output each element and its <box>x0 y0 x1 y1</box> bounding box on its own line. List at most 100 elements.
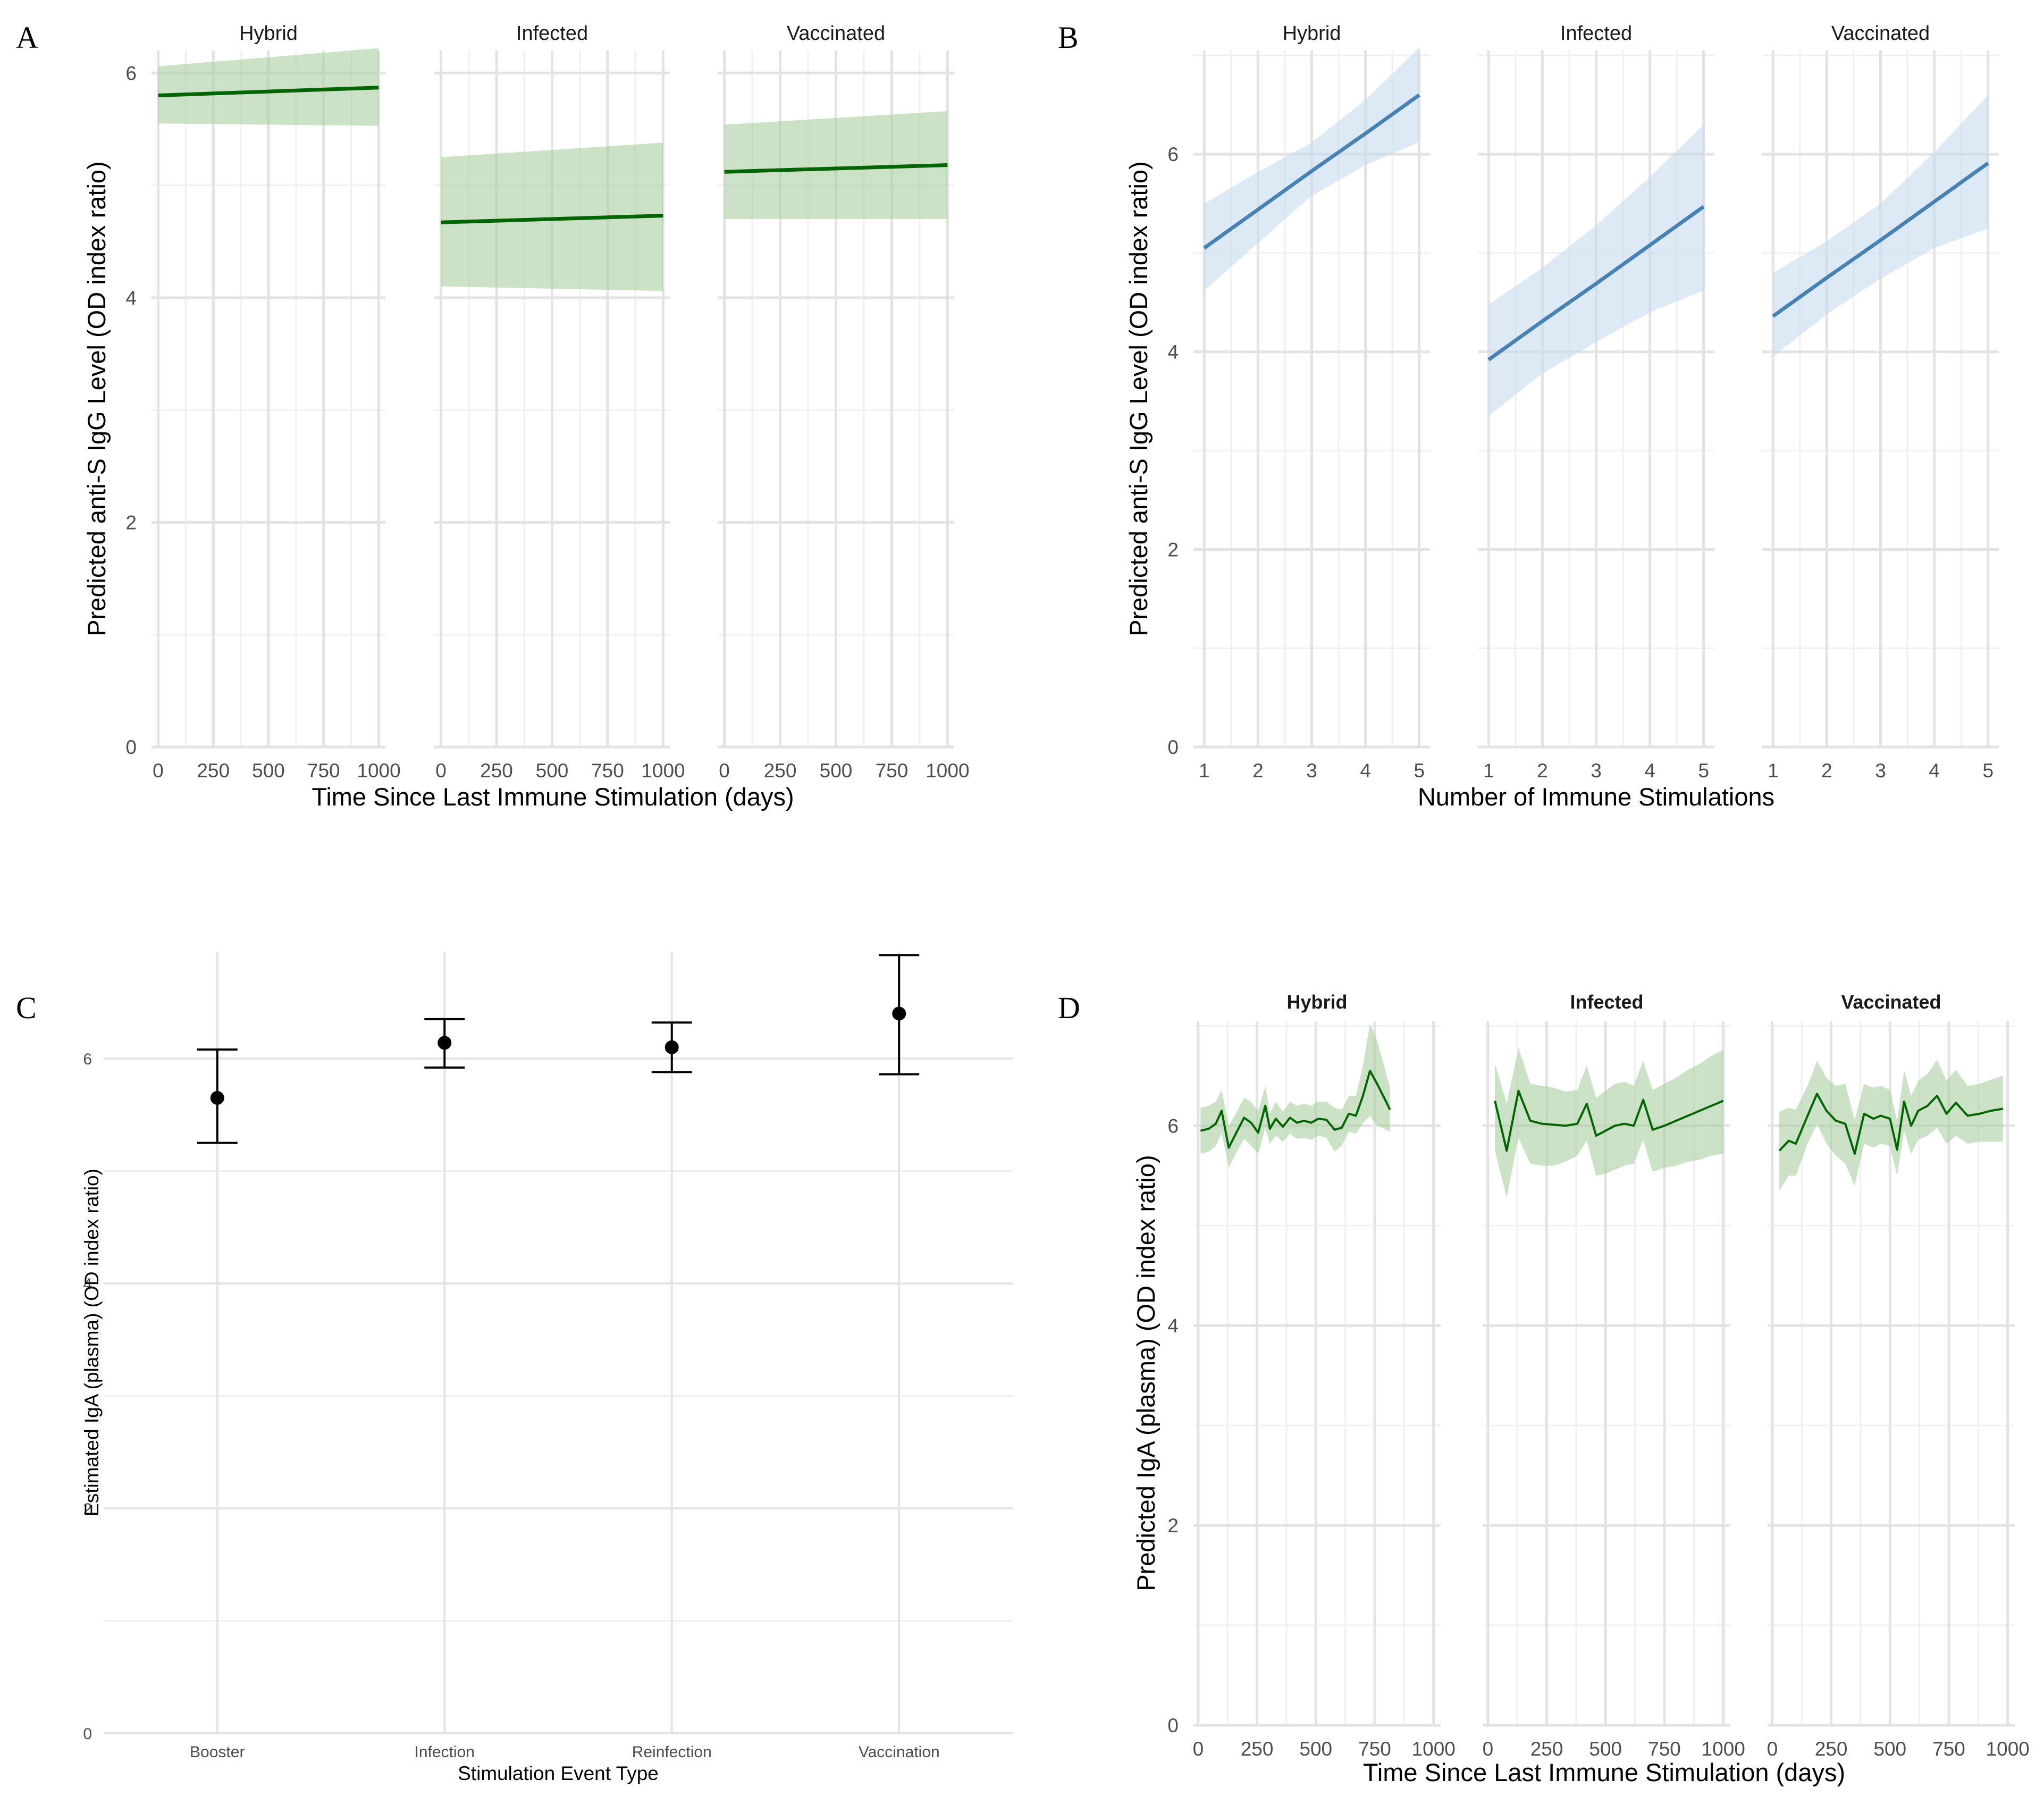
x-tick-label: 250 <box>1530 1738 1563 1760</box>
x-tick-label: 4 <box>1360 760 1371 782</box>
prediction-line <box>1200 1070 1391 1149</box>
x-tick-label: 2 <box>1821 760 1832 782</box>
prediction-line <box>1778 1093 2004 1155</box>
panel-letter-d: D <box>1058 991 1080 1025</box>
facet-title-vaccinated: Vaccinated <box>1831 22 1930 45</box>
prediction-line <box>724 163 948 174</box>
y-tick-label: 4 <box>1167 341 1179 363</box>
y-tick-label: 0 <box>83 1725 92 1743</box>
x-tick-label: 1000 <box>641 760 685 782</box>
x-tick-label: Reinfection <box>632 1743 712 1761</box>
x-tick-label: 0 <box>435 760 447 782</box>
facet-title-hybrid: Hybrid <box>1283 22 1341 45</box>
x-tick-label: 4 <box>1929 760 1940 782</box>
x-tick-label: 250 <box>1241 1738 1274 1760</box>
facet-infected: Infected 0 250 500 750 1000 <box>434 22 685 782</box>
x-tick-label: 0 <box>1193 1738 1204 1760</box>
y-tick-label: 6 <box>125 62 137 84</box>
x-tick-label: 1000 <box>1702 1738 1745 1760</box>
x-tick-label: 750 <box>1358 1738 1391 1760</box>
estimate-reinfection: Reinfection <box>632 1021 712 1761</box>
x-tick-label: 4 <box>1644 760 1655 782</box>
x-tick-label: 1000 <box>357 760 400 782</box>
y-tick-label: 2 <box>125 511 137 533</box>
x-tick-label: 250 <box>1815 1738 1848 1760</box>
facet-hybrid: Hybrid 0 250 500 750 1000 <box>1193 991 1456 1760</box>
y-tick-label: 4 <box>125 287 137 309</box>
facet-hybrid: Hybrid 0 250 500 750 1000 <box>152 22 401 782</box>
facet-title-hybrid: Hybrid <box>239 22 298 45</box>
y-tick-label: 6 <box>1167 1115 1179 1137</box>
facet-infected: Infected 0 250 500 750 1000 <box>1483 991 1745 1760</box>
x-tick-label: 0 <box>719 760 730 782</box>
facet-title-vaccinated: Vaccinated <box>1841 991 1941 1013</box>
x-tick-label: 250 <box>197 760 230 782</box>
facet-vaccinated: Vaccinated 0 250 500 750 1000 <box>1767 991 2030 1760</box>
facet-hybrid: Hybrid 1 2 3 4 5 <box>1193 22 1430 782</box>
x-tick-label: 750 <box>307 760 340 782</box>
y-tick-label: 6 <box>83 1051 92 1068</box>
point-estimate <box>892 1006 906 1021</box>
x-tick-label: 3 <box>1591 760 1602 782</box>
x-tick-label: 0 <box>1483 1738 1494 1760</box>
y-axis-title: Predicted IgA (plasma) (OD index ratio) <box>1132 1155 1160 1591</box>
prediction-line <box>1494 1089 1724 1152</box>
facet-infected: Infected 1 2 3 4 5 <box>1478 22 1714 782</box>
point-estimate <box>438 1036 452 1050</box>
point-estimate <box>210 1090 224 1105</box>
prediction-line <box>158 86 379 97</box>
x-tick-label: 750 <box>876 760 909 782</box>
y-tick-label: 2 <box>1167 539 1179 560</box>
x-tick-label: 3 <box>1875 760 1886 782</box>
x-tick-label: 1 <box>1483 760 1494 782</box>
confidence-ribbon <box>158 48 379 126</box>
x-tick-label: 2 <box>1252 760 1264 782</box>
x-tick-label: 1000 <box>1412 1738 1456 1760</box>
confidence-ribbon <box>724 111 948 219</box>
prediction-line <box>1203 93 1420 250</box>
x-tick-label: Vaccination <box>859 1743 940 1761</box>
facet-title-infected: Infected <box>516 22 588 45</box>
facet-vaccinated: Vaccinated 0 250 500 750 1000 <box>718 22 970 782</box>
x-tick-label: 750 <box>1648 1738 1681 1760</box>
x-axis-title: Time Since Last Immune Stimulation (days… <box>1363 1758 1845 1786</box>
x-tick-label: Infection <box>415 1743 475 1761</box>
y-tick-label: 2 <box>83 1500 92 1518</box>
x-axis-title: Stimulation Event Type <box>458 1763 659 1784</box>
facet-title-vaccinated: Vaccinated <box>787 22 885 45</box>
point-estimate <box>664 1040 679 1054</box>
confidence-ribbon <box>1200 1023 1390 1168</box>
y-tick-label: 4 <box>83 1275 92 1293</box>
prediction-line <box>1487 205 1705 362</box>
x-tick-label: 500 <box>536 760 569 782</box>
panel-c: 0 2 4 6 Booster Infection Reinfection Vaccinati… <box>81 952 1013 1784</box>
y-tick-label: 0 <box>125 736 137 758</box>
y-axis-title: Predicted anti-S IgG Level (OD index rat… <box>82 161 111 636</box>
x-tick-label: 2 <box>1537 760 1548 782</box>
estimate-infection: Infection <box>415 1018 475 1761</box>
x-tick-label: Booster <box>190 1743 245 1761</box>
panel-b: Hybrid 1 2 3 4 5 Infected 1 2 3 4 5 Vaccinated 1 2 3 4 5 0… <box>1124 22 1999 811</box>
panel-letter-c: C <box>16 991 37 1025</box>
y-tick-label: 0 <box>1167 736 1179 758</box>
prediction-line <box>1772 161 1989 318</box>
x-tick-label: 250 <box>764 760 797 782</box>
x-tick-label: 5 <box>1982 760 1993 782</box>
y-tick-label: 0 <box>1167 1715 1179 1736</box>
x-tick-label: 250 <box>480 760 513 782</box>
estimate-booster: Booster <box>190 1048 245 1761</box>
x-tick-label: 5 <box>1698 760 1709 782</box>
confidence-ribbon <box>441 142 663 291</box>
x-tick-label: 500 <box>1589 1738 1622 1760</box>
x-tick-label: 500 <box>820 760 853 782</box>
x-tick-label: 750 <box>1932 1738 1965 1760</box>
x-tick-label: 750 <box>591 760 624 782</box>
y-tick-label: 4 <box>1167 1315 1179 1337</box>
facet-title-infected: Infected <box>1560 22 1632 45</box>
x-tick-label: 0 <box>153 760 164 782</box>
x-tick-label: 1000 <box>926 760 969 782</box>
facet-title-hybrid: Hybrid <box>1286 991 1347 1013</box>
x-tick-label: 500 <box>252 760 285 782</box>
facet-vaccinated: Vaccinated 1 2 3 4 5 <box>1762 22 1999 782</box>
